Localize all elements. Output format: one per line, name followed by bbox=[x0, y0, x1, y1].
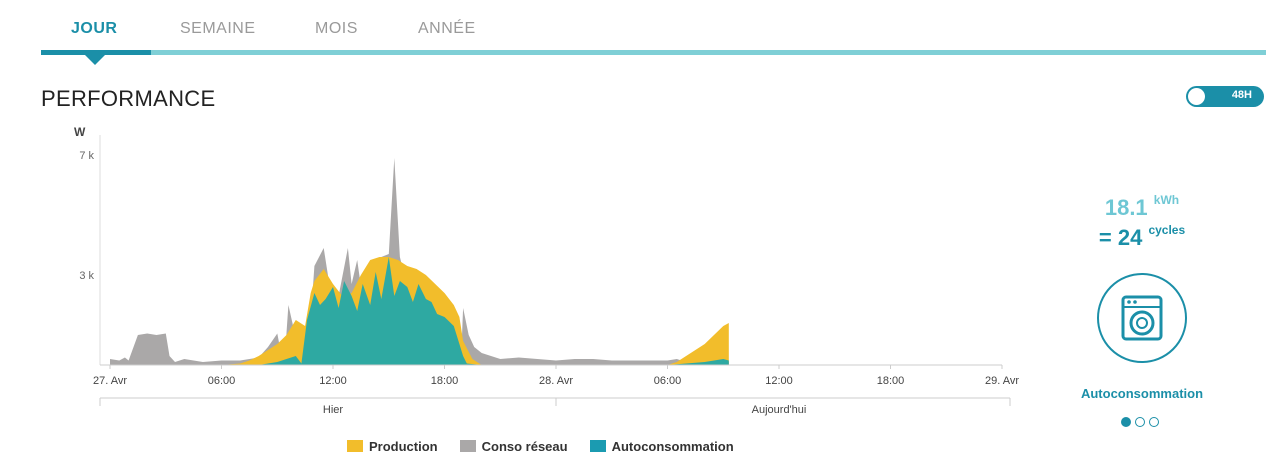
cycles-unit: cycles bbox=[1148, 222, 1186, 237]
panel-pagination bbox=[1121, 417, 1159, 427]
legend-label-conso: Conso réseau bbox=[481, 438, 568, 454]
chart-axes-layer: W 7 k 3 k 27. Avr 06:00 12:00 18:00 28. Avr 06:0… bbox=[74, 125, 1019, 416]
chart-legend: Production Conso réseau Autoconsommation bbox=[347, 438, 734, 454]
pagination-dot-2[interactable] bbox=[1135, 417, 1145, 427]
autoconsommation-panel: 18.1 kWh = 24 cycles Autoconsommation bbox=[1060, 192, 1224, 427]
toggle-label: 48H bbox=[1231, 89, 1252, 101]
energy-unit: kWh bbox=[1153, 192, 1180, 207]
x-tick-label: 12:00 bbox=[319, 375, 347, 387]
cycles-equivalent: = 24 cycles bbox=[1060, 222, 1224, 251]
x-tick-label: 18:00 bbox=[431, 375, 459, 387]
legend-item-autoconsommation[interactable]: Autoconsommation bbox=[589, 438, 734, 454]
energy-value: 18.1 bbox=[1104, 195, 1148, 220]
x-tick-label: 28. Avr bbox=[539, 375, 573, 387]
x-tick-label: 12:00 bbox=[765, 375, 793, 387]
panel-label: Autoconsommation bbox=[1080, 386, 1204, 401]
tab-active-caret bbox=[85, 55, 105, 65]
period-48h-toggle[interactable]: 48H bbox=[1186, 86, 1264, 107]
tab-mois[interactable]: MOIS bbox=[315, 20, 358, 37]
tab-semaine[interactable]: SEMAINE bbox=[180, 20, 256, 37]
pagination-dot-3[interactable] bbox=[1149, 417, 1159, 427]
page-title: PERFORMANCE bbox=[41, 86, 216, 111]
performance-chart: W 7 k 3 k 27. Avr 06:00 12:00 18:00 28. Avr 06:0… bbox=[74, 125, 1019, 416]
series-area-autoconsommation bbox=[110, 257, 729, 365]
legend-swatch-production bbox=[347, 440, 363, 452]
legend-item-conso[interactable]: Conso réseau bbox=[459, 438, 568, 454]
day-group-label: Hier bbox=[323, 404, 344, 416]
x-tick-label: 06:00 bbox=[208, 375, 236, 387]
day-group-label: Aujourd'hui bbox=[752, 404, 807, 416]
y-tick-label: 3 k bbox=[79, 270, 94, 282]
energy-total: 18.1 kWh bbox=[1060, 192, 1224, 221]
y-axis-label: W bbox=[74, 125, 86, 139]
x-tick-label: 06:00 bbox=[654, 375, 682, 387]
washing-machine-icon bbox=[1097, 273, 1187, 363]
period-tabs: JOUR SEMAINE MOIS ANNÉE bbox=[41, 0, 1266, 66]
x-tick-label: 27. Avr bbox=[93, 375, 127, 387]
legend-swatch-autoconsommation bbox=[589, 440, 606, 452]
tab-jour[interactable]: JOUR bbox=[71, 20, 118, 37]
cycles-value: 24 bbox=[1117, 225, 1143, 250]
legend-label-production: Production bbox=[369, 438, 438, 454]
tab-active-underline bbox=[41, 50, 151, 55]
x-tick-label: 18:00 bbox=[877, 375, 905, 387]
tab-underline bbox=[41, 50, 1266, 55]
legend-item-production[interactable]: Production bbox=[347, 439, 438, 454]
pagination-dot-1[interactable] bbox=[1121, 417, 1131, 427]
x-tick-label: 29. Avr bbox=[985, 375, 1019, 387]
equals-sign: = bbox=[1098, 225, 1112, 250]
chart-series-layer bbox=[110, 158, 729, 365]
washing-machine-glyph bbox=[1121, 295, 1163, 341]
toggle-knob[interactable] bbox=[1188, 88, 1205, 105]
tab-annee[interactable]: ANNÉE bbox=[418, 20, 476, 37]
y-tick-label: 7 k bbox=[79, 150, 94, 162]
legend-label-autoconsommation: Autoconsommation bbox=[611, 438, 734, 454]
legend-swatch-conso bbox=[459, 440, 476, 452]
